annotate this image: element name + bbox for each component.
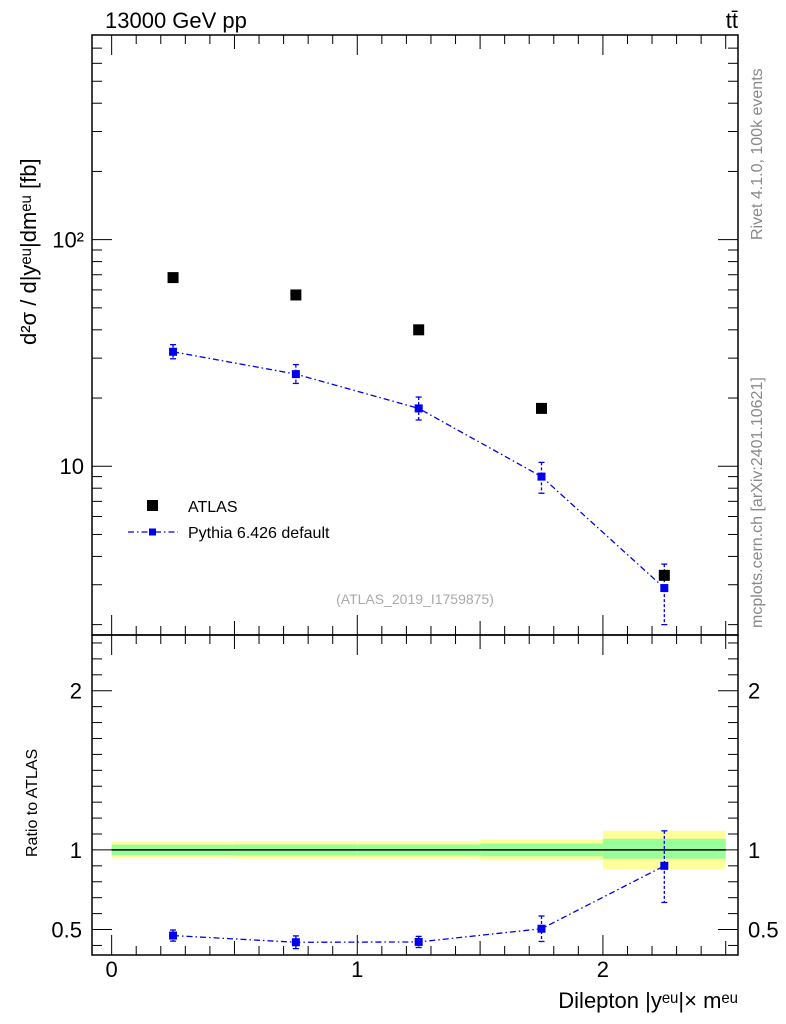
ratio-mc-point [291, 938, 300, 947]
main-mc-point [660, 584, 669, 593]
ratio-mc-point [169, 931, 178, 940]
legend-atlas-label: ATLAS [188, 499, 238, 516]
main-data-point [413, 324, 425, 336]
main-ytick-label: 10 [60, 454, 84, 479]
ratio-ytick-label-right: 2 [748, 679, 760, 704]
ratio-ytick-label-left: 1 [70, 838, 82, 863]
main-mc-line [172, 351, 665, 589]
main-mc-point [169, 347, 178, 356]
ratio-mc-line [173, 865, 665, 943]
ratio-y-axis: 0.5 0.5 1 1 2 2 [51, 642, 779, 946]
header-left: 13000 GeV pp [105, 8, 247, 33]
ratio-ytick-label-left: 0.5 [51, 918, 82, 943]
main-mc-point [414, 404, 423, 413]
main-mc-point [291, 370, 300, 379]
main-mc-series [169, 344, 669, 626]
main-data-point [658, 569, 670, 581]
ratio-ytick-label-right: 0.5 [748, 918, 779, 943]
ratio-panel-frame [91, 634, 739, 956]
ratio-mc-series [169, 830, 669, 950]
analysis-watermark: (ATLAS_2019_I1759875) [336, 591, 494, 607]
main-y-axis: 10 10² [52, 34, 738, 626]
main-data-series [167, 272, 670, 581]
x-axis: 0 1 2 [106, 35, 727, 982]
x-tick-label: 2 [597, 957, 609, 982]
ratio-mc-point [414, 937, 423, 946]
main-data-point [167, 272, 179, 284]
ratio-mc-point [660, 861, 669, 870]
legend: ATLAS Pythia 6.426 default [128, 499, 330, 542]
x-tick-label: 0 [106, 957, 118, 982]
main-mc-point [537, 472, 546, 481]
x-axis-label: Dilepton |yᵉᵘ|× mᵉᵘ [558, 988, 738, 1013]
x-tick-label: 1 [351, 957, 363, 982]
legend-mc-marker [149, 528, 156, 536]
rivet-label: Rivet 4.1.0, 100k events [749, 68, 766, 240]
ratio-ytick-label-left: 2 [70, 679, 82, 704]
legend-atlas-marker [147, 500, 158, 511]
legend-mc-label: Pythia 6.426 default [188, 525, 330, 542]
main-data-point [290, 289, 302, 301]
main-data-point [535, 402, 547, 414]
ratio-ytick-label-right: 1 [748, 838, 760, 863]
header-right: tt̄ [726, 8, 738, 33]
mcplots-label: mcplots.cern.ch [arXiv:2401.10621] [749, 377, 766, 628]
ratio-mc-point [537, 924, 546, 933]
main-ylabel: d²σ / d|yᵉᵘ|dmᵉᵘ [fb] [16, 158, 41, 345]
main-ytick-label: 10² [52, 228, 84, 253]
ratio-ylabel: Ratio to ATLAS [24, 749, 41, 857]
ratio-uncertainty-bands [111, 830, 726, 870]
